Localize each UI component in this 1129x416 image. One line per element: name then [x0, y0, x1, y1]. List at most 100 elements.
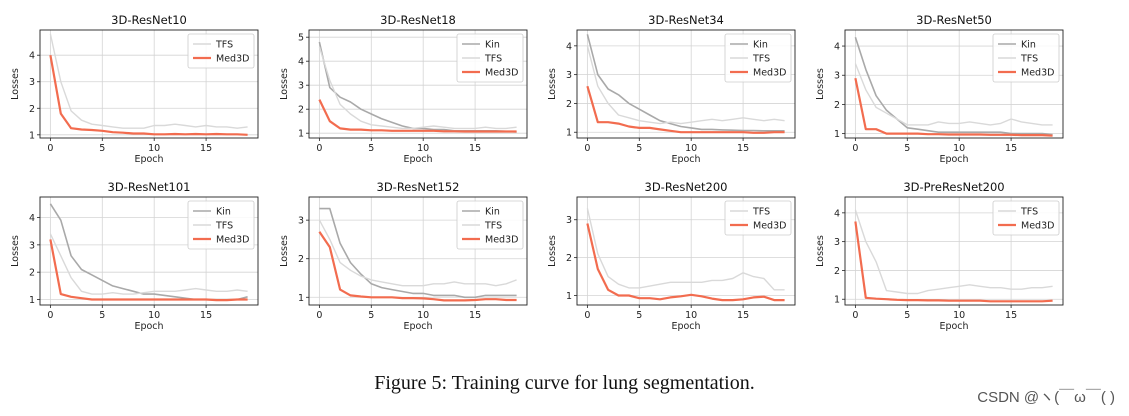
x-axis-label: Epoch	[403, 321, 432, 332]
y-tick-label: 1	[29, 295, 35, 306]
x-tick-label: 0	[852, 310, 858, 321]
series-line-tfs	[49, 233, 248, 295]
chart-title: 3D-ResNet34	[648, 13, 724, 27]
chart-4: 0 5 10 15 1 2 3 4 3D-ResNet50 Epoch Losses Kin TFS Me…	[815, 13, 1064, 165]
x-tick-label: 5	[99, 310, 105, 321]
plot-frame	[39, 29, 259, 139]
x-axis-label: Epoch	[671, 154, 700, 165]
legend-label-tfs: TFS	[484, 221, 502, 232]
series-line-med3d	[586, 223, 785, 302]
plot-frame	[308, 29, 528, 139]
series-line-med3d	[318, 231, 517, 302]
legend-label-tfs: TFS	[484, 54, 502, 65]
series-line-tfs	[854, 63, 1053, 126]
x-tick-label: 0	[316, 143, 322, 154]
y-tick-label: 4	[834, 42, 840, 53]
x-tick-label: 10	[417, 143, 429, 154]
y-tick-label: 2	[29, 104, 35, 115]
legend-label-tfs: TFS	[1020, 54, 1038, 65]
y-tick-label: 2	[298, 254, 304, 265]
x-tick-label: 0	[47, 143, 53, 154]
plot-frame	[576, 196, 796, 306]
x-tick-label: 5	[368, 143, 374, 154]
y-axis-label: Losses	[10, 68, 21, 100]
series-line-tfs	[318, 219, 517, 287]
x-tick-label: 10	[417, 310, 429, 321]
y-tick-label: 4	[29, 213, 35, 224]
y-tick-label: 3	[298, 216, 304, 227]
y-tick-label: 1	[298, 293, 304, 304]
legend: Kin TFS Med3D	[456, 33, 524, 83]
x-tick-label: 15	[737, 143, 749, 154]
legend-label-med3d: Med3D	[485, 235, 518, 246]
legend-label-tfs: TFS	[752, 207, 770, 218]
x-axis-label: Epoch	[134, 154, 163, 165]
y-axis-label: Losses	[815, 235, 826, 267]
figure-caption: Figure 5: Training curve for lung segmen…	[374, 372, 755, 394]
x-axis-label: Epoch	[939, 321, 968, 332]
legend-label-kin: Kin	[485, 40, 500, 51]
x-tick-label: 0	[584, 310, 590, 321]
legend: Kin TFS Med3D	[992, 33, 1060, 83]
y-tick-label: 5	[298, 33, 304, 44]
y-tick-label: 2	[834, 266, 840, 277]
x-tick-label: 5	[636, 143, 642, 154]
chart-title: 3D-PreResNet200	[903, 180, 1004, 194]
chart-7: 0 5 10 15 1 2 3 3D-ResNet200 Epoch Losses TFS Med3D	[547, 180, 796, 332]
series-line-tfs	[318, 46, 517, 130]
legend-label-med3d: Med3D	[485, 68, 518, 79]
y-tick-label: 2	[566, 253, 572, 264]
x-tick-label: 10	[953, 143, 965, 154]
legend: TFS Med3D	[724, 200, 792, 236]
y-tick-label: 1	[29, 130, 35, 141]
series-line-med3d	[49, 55, 248, 136]
x-tick-label: 10	[148, 310, 160, 321]
x-tick-label: 10	[685, 143, 697, 154]
y-tick-label: 1	[298, 129, 304, 140]
y-tick-label: 2	[566, 99, 572, 110]
chart-6: 0 5 10 15 1 2 3 3D-ResNet152 Epoch Losses Kin TFS Me…	[279, 180, 528, 332]
legend: TFS Med3D	[187, 33, 255, 69]
x-axis-label: Epoch	[134, 321, 163, 332]
legend-label-med3d: Med3D	[753, 68, 786, 79]
x-tick-label: 15	[1005, 143, 1017, 154]
y-axis-label: Losses	[10, 235, 21, 267]
legend-box	[724, 33, 792, 83]
x-tick-label: 10	[148, 143, 160, 154]
y-tick-label: 2	[834, 100, 840, 111]
legend-label-kin: Kin	[485, 207, 500, 218]
x-axis-label: Epoch	[403, 154, 432, 165]
legend-box	[724, 200, 792, 236]
legend-box	[456, 200, 524, 250]
series-line-med3d	[854, 221, 1053, 303]
chart-2: 0 5 10 15 1 2 3 4 5 3D-ResNet18 Epoch Losses Kin TFS M…	[279, 13, 528, 165]
legend-label-tfs: TFS	[215, 221, 233, 232]
x-tick-label: 15	[1005, 310, 1017, 321]
x-tick-label: 5	[99, 143, 105, 154]
y-tick-label: 4	[29, 51, 35, 62]
y-axis-label: Losses	[279, 235, 290, 267]
x-tick-label: 10	[953, 310, 965, 321]
y-tick-label: 3	[29, 240, 35, 251]
y-tick-label: 3	[298, 81, 304, 92]
chart-8: 0 5 10 15 1 2 3 4 3D-PreResNet200 Epoch Losses TFS M…	[815, 180, 1064, 332]
legend-label-med3d: Med3D	[216, 54, 249, 65]
legend-box	[187, 200, 255, 250]
x-tick-label: 5	[904, 143, 910, 154]
y-axis-label: Losses	[279, 68, 290, 100]
legend-box	[992, 200, 1060, 236]
y-tick-label: 3	[566, 70, 572, 81]
y-axis-label: Losses	[547, 235, 558, 267]
x-tick-label: 0	[316, 310, 322, 321]
x-tick-label: 15	[469, 310, 481, 321]
legend-label-kin: Kin	[1021, 40, 1036, 51]
y-tick-label: 4	[566, 41, 572, 52]
x-tick-label: 15	[469, 143, 481, 154]
x-tick-label: 15	[200, 143, 212, 154]
chart-title: 3D-ResNet200	[645, 180, 728, 194]
y-tick-label: 3	[834, 71, 840, 82]
series-line-tfs	[854, 209, 1053, 295]
y-tick-label: 3	[566, 215, 572, 226]
legend-label-med3d: Med3D	[1021, 221, 1054, 232]
